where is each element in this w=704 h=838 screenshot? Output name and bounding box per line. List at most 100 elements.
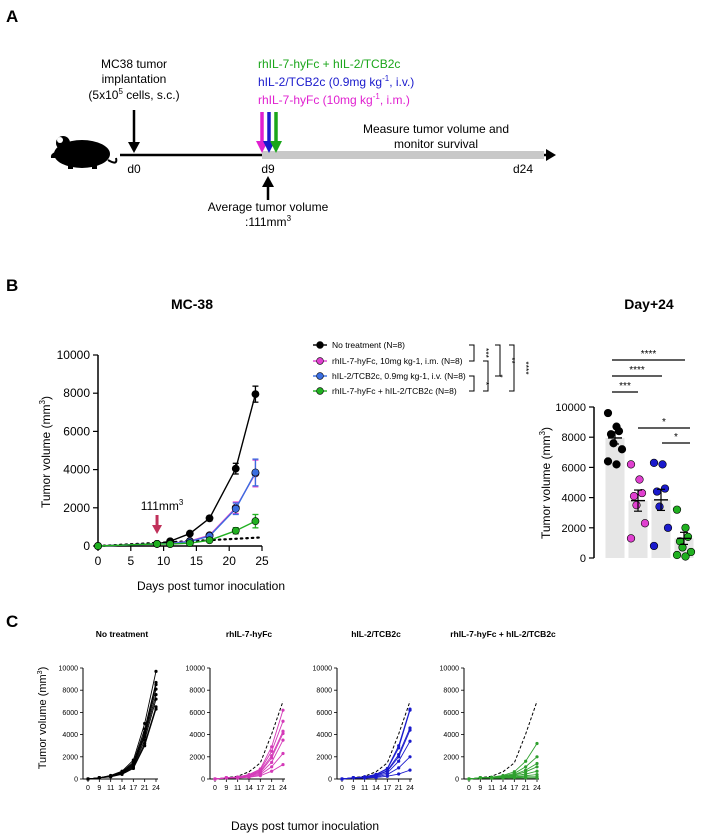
mouse-curve-6 <box>86 705 158 781</box>
treatment-il2-label: hIL-2/TCB2c (0.9mg kg-1, i.v.) <box>258 74 414 89</box>
curve-point <box>270 769 274 773</box>
data-point <box>658 460 667 469</box>
y-tick-label: 8000 <box>63 386 90 400</box>
x-tick-label: 24 <box>279 785 287 792</box>
y-tick-label: 4000 <box>443 732 459 739</box>
panel-c-y-axis-label: Tumor volume (mm3) <box>37 667 49 770</box>
data-point <box>603 457 613 466</box>
x-tick-label: 0 <box>467 785 471 792</box>
curve-point <box>524 765 528 769</box>
y-tick-label: 6000 <box>189 710 205 717</box>
curve-point <box>143 744 147 748</box>
curve-point <box>397 759 401 763</box>
data-point <box>686 547 696 557</box>
curve-point <box>397 766 401 770</box>
sig-il2-combo-label: * <box>674 432 678 443</box>
y-tick-label: 6000 <box>63 424 90 438</box>
curve-line <box>214 710 284 780</box>
group-2 <box>649 458 673 558</box>
data-point <box>681 523 690 532</box>
mouse-curve-3 <box>86 687 158 781</box>
x-tick-label: 11 <box>488 785 495 792</box>
curve-point <box>281 738 285 742</box>
annotation-arrowhead <box>152 525 163 534</box>
y-tick-label: 10000 <box>555 402 586 414</box>
legend: No treatment (N=8) rhIL-7-hyFc, 10mg kg-1… <box>313 340 466 396</box>
x-tick-label: 9 <box>478 785 482 792</box>
x-tick-label: 11 <box>234 785 241 792</box>
y-tick-label: 0 <box>328 777 332 784</box>
y-tick-label: 6000 <box>62 710 78 717</box>
curve-point <box>281 708 285 712</box>
x-tick-label: 14 <box>118 785 126 792</box>
series-0 <box>94 385 260 550</box>
data-point <box>649 541 659 551</box>
x-tick-label: 0 <box>340 785 344 792</box>
curve-point <box>154 687 158 691</box>
curve-point <box>408 728 412 732</box>
y-tick-label: 2000 <box>443 754 459 761</box>
y-tick-label: 10000 <box>440 666 460 673</box>
data-point <box>681 552 690 561</box>
measure-label-2: monitor survival <box>394 137 478 151</box>
average-volume-label-1: Average tumor volume <box>208 200 329 214</box>
data-point <box>678 543 687 552</box>
data-point <box>640 519 650 528</box>
combo-arrow <box>270 141 282 153</box>
data-point <box>603 408 613 418</box>
x-tick-label: 21 <box>522 785 530 792</box>
treatment-combo-label: rhIL-7-hyFc + hIL-2/TCB2c <box>258 57 400 71</box>
mouse-curve-2 <box>340 726 412 781</box>
legend-marker <box>316 357 324 365</box>
x-tick-label: 10 <box>157 554 171 568</box>
curve-point <box>154 693 158 697</box>
curve-point <box>154 705 158 709</box>
curve-point <box>270 749 274 753</box>
curve-point <box>535 755 539 759</box>
x-tick-label: 24 <box>406 785 414 792</box>
curve-point <box>270 760 274 764</box>
sig-il7-combo-label: * <box>662 417 666 428</box>
x-tick-label: 17 <box>129 785 137 792</box>
curve-point <box>86 777 90 781</box>
y-tick-label: 4000 <box>316 732 332 739</box>
data-point <box>649 458 659 467</box>
stat-notreat-vs-il7-label: *** <box>481 348 491 359</box>
y-tick-label: 4000 <box>189 732 205 739</box>
implant-label-1: MC38 tumor <box>101 57 167 71</box>
curve-point <box>408 755 412 759</box>
stat-il7-vs-combo-bracket <box>483 360 489 392</box>
stat-il2-vs-combo-bracket <box>469 375 475 392</box>
x-tick-label: 14 <box>499 785 507 792</box>
data-point <box>629 491 639 501</box>
panel-label-b: B <box>6 276 18 295</box>
y-tick-label: 6000 <box>316 710 332 717</box>
measure-label-1: Measure tumor volume and <box>363 122 509 136</box>
curve-point <box>524 770 528 774</box>
data-point <box>185 539 194 548</box>
y-tick-label: 2000 <box>189 754 205 761</box>
chart-title: MC-38 <box>171 296 213 312</box>
group-3 <box>672 505 696 561</box>
panel-c-x-axis-label: Days post tumor inoculation <box>231 819 379 833</box>
y-tick-label: 0 <box>580 553 586 565</box>
x-tick-label: 11 <box>107 785 114 792</box>
legend-label-2: hIL-2/TCB2c, 0.9mg kg-1, i.v. (N=8) <box>332 371 466 381</box>
sig-notreat-combo-label: **** <box>641 349 657 360</box>
data-point <box>205 536 214 545</box>
y-tick-label: 6000 <box>562 462 586 474</box>
y-tick-label: 8000 <box>443 688 459 695</box>
data-point <box>614 427 624 436</box>
legend-label-3: rhIL-7-hyFc + hIL-2/TCB2c (N=8) <box>332 386 457 396</box>
curve-point <box>258 774 262 778</box>
x-tick-label: 25 <box>255 554 269 568</box>
day-9-label: d9 <box>261 162 275 176</box>
curve-point <box>408 768 412 772</box>
sig-notreat-il2-label: **** <box>629 365 645 376</box>
curve-point <box>385 774 389 778</box>
sig-notreat-il7-label: *** <box>619 381 631 392</box>
x-tick-label: 11 <box>361 785 368 792</box>
curve-point <box>478 776 482 780</box>
stat-notreat-vs-combo-label: **** <box>521 361 531 375</box>
